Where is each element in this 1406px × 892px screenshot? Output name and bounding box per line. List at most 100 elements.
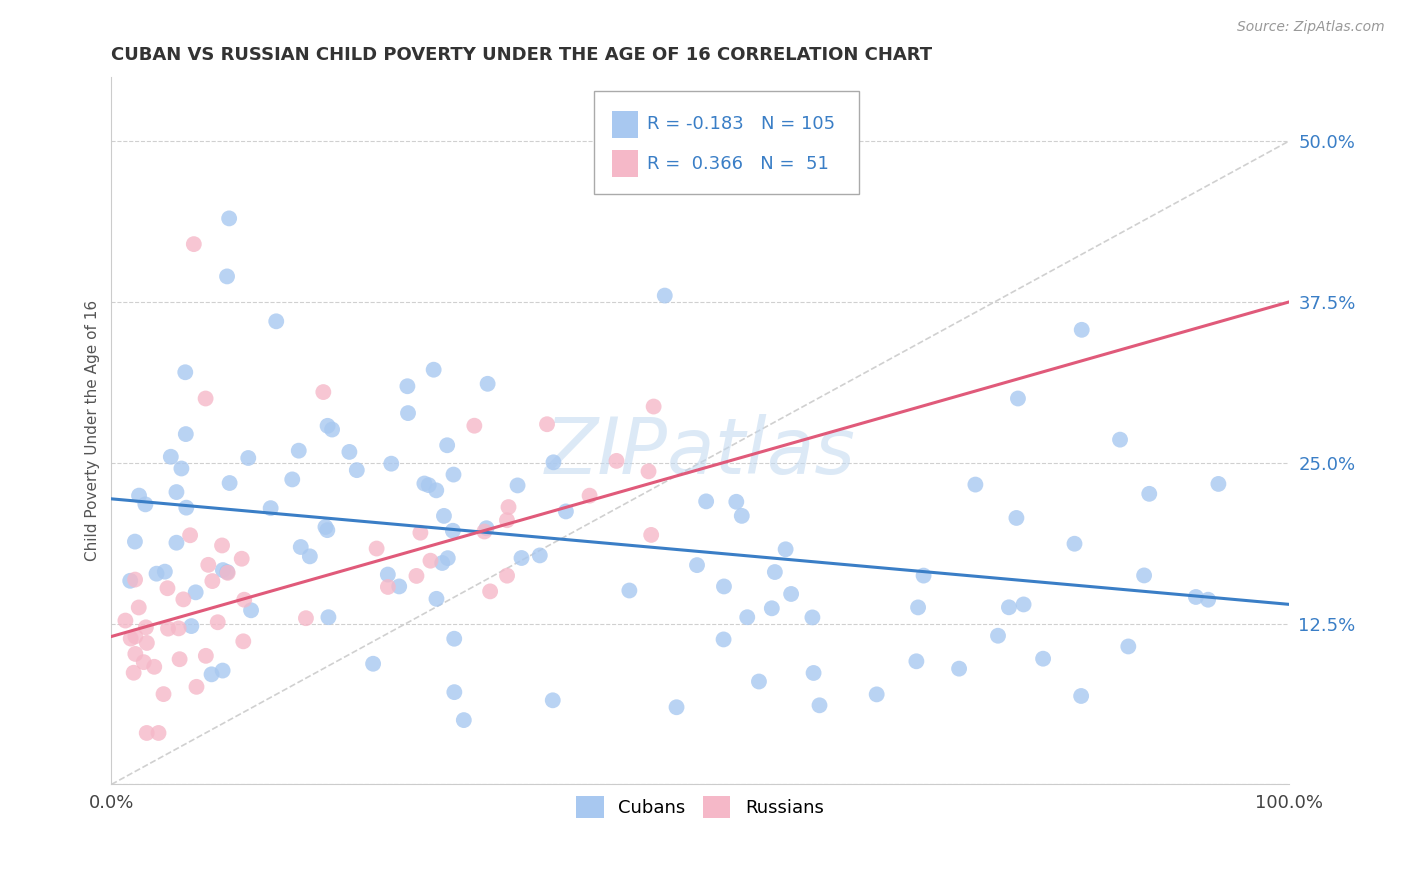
Point [135, 726, 157, 740]
Point [238, 450, 260, 465]
Point [388, 579, 411, 593]
Point [233, 592, 256, 607]
Point [498, 500, 520, 514]
Point [748, 674, 770, 689]
Point [1005, 511, 1028, 525]
Point [1137, 487, 1160, 501]
Point [479, 584, 502, 599]
Point [169, 652, 191, 666]
Point [477, 376, 499, 391]
Point [396, 379, 419, 393]
Point [170, 461, 193, 475]
Point [211, 664, 233, 678]
Point [312, 385, 335, 400]
Point [174, 427, 197, 442]
Point [183, 237, 205, 252]
Point [132, 655, 155, 669]
Point [1109, 433, 1132, 447]
Point [135, 620, 157, 634]
Point [396, 406, 419, 420]
Text: Source: ZipAtlas.com: Source: ZipAtlas.com [1237, 20, 1385, 34]
Point [201, 574, 224, 588]
Point [318, 610, 340, 624]
Point [124, 647, 146, 661]
Point [907, 600, 929, 615]
Point [346, 463, 368, 477]
Point [165, 535, 187, 549]
Point [441, 524, 464, 538]
Point [654, 288, 676, 302]
Point [536, 417, 558, 432]
Point [148, 726, 170, 740]
Point [912, 568, 935, 582]
Point [153, 565, 176, 579]
Point [665, 700, 688, 714]
Point [361, 657, 384, 671]
Point [124, 573, 146, 587]
Text: R = -0.183   N = 105: R = -0.183 N = 105 [647, 115, 835, 133]
Point [134, 497, 156, 511]
Point [120, 574, 142, 588]
Point [218, 211, 240, 226]
Text: R =  0.366   N =  51: R = 0.366 N = 51 [647, 155, 830, 173]
Point [215, 269, 238, 284]
Point [218, 475, 240, 490]
Point [114, 614, 136, 628]
Point [640, 528, 662, 542]
Point [422, 362, 444, 376]
Point [314, 520, 336, 534]
FancyBboxPatch shape [595, 91, 859, 194]
Point [554, 504, 576, 518]
Point [1070, 689, 1092, 703]
Point [120, 632, 142, 646]
Point [425, 591, 447, 606]
Point [281, 472, 304, 486]
Point [240, 603, 263, 617]
Point [905, 654, 928, 668]
Point [298, 549, 321, 564]
Point [761, 601, 783, 615]
Point [808, 698, 831, 713]
Point [197, 558, 219, 572]
Point [200, 667, 222, 681]
Point [541, 693, 564, 707]
Point [156, 581, 179, 595]
Point [763, 565, 786, 579]
Point [443, 467, 465, 482]
Point [1208, 477, 1230, 491]
Point [1032, 651, 1054, 665]
Text: CUBAN VS RUSSIAN CHILD POVERTY UNDER THE AGE OF 16 CORRELATION CHART: CUBAN VS RUSSIAN CHILD POVERTY UNDER THE… [111, 46, 932, 64]
Point [637, 464, 659, 478]
Point [713, 632, 735, 647]
Point [578, 489, 600, 503]
Point [506, 478, 529, 492]
FancyBboxPatch shape [612, 151, 638, 178]
Point [998, 600, 1021, 615]
Point [159, 450, 181, 464]
Point [1133, 568, 1156, 582]
Point [174, 365, 197, 379]
Point [475, 521, 498, 535]
Point [176, 500, 198, 515]
Point [510, 551, 533, 566]
Point [775, 542, 797, 557]
Point [686, 558, 709, 573]
Point [152, 687, 174, 701]
Point [866, 687, 889, 701]
Point [337, 445, 360, 459]
Point [166, 485, 188, 500]
Point [1007, 392, 1029, 406]
Legend: Cubans, Russians: Cubans, Russians [569, 789, 831, 825]
Point [264, 314, 287, 328]
Point [316, 523, 339, 537]
Point [443, 685, 465, 699]
Point [172, 592, 194, 607]
Point [987, 629, 1010, 643]
Y-axis label: Child Poverty Under the Age of 16: Child Poverty Under the Age of 16 [86, 300, 100, 561]
Point [143, 660, 166, 674]
Point [713, 579, 735, 593]
Point [135, 636, 157, 650]
Point [731, 508, 754, 523]
Point [377, 567, 399, 582]
Text: ZIPatlas: ZIPatlas [544, 414, 855, 490]
